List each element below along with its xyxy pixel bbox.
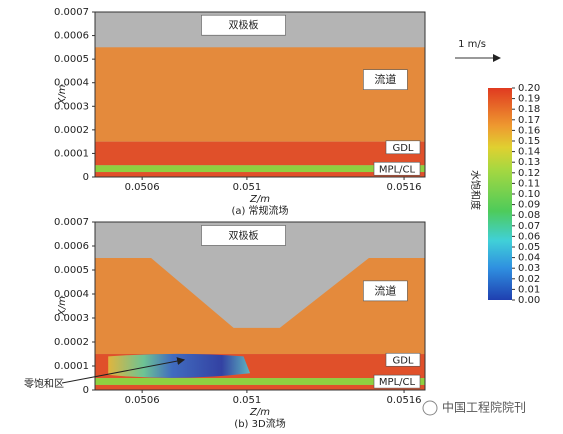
colorbar-tick-label: 0.11 bbox=[518, 178, 540, 189]
x-tick-label: 0.051 bbox=[233, 395, 262, 406]
colorbar-tick-label: 0.08 bbox=[518, 210, 540, 221]
colorbar-tick-label: 0.19 bbox=[518, 94, 540, 105]
colorbar-tick-label: 0.16 bbox=[518, 125, 540, 136]
region-label-box bbox=[373, 374, 421, 389]
y-tick-label: 0 bbox=[83, 385, 89, 396]
colorbar-tick-label: 0.05 bbox=[518, 242, 540, 253]
colorbar-tick-label: 0.12 bbox=[518, 168, 540, 179]
x-tick-label: 0.0506 bbox=[125, 395, 160, 406]
plot-frame bbox=[94, 11, 426, 178]
colorbar-tick-label: 0.01 bbox=[518, 284, 540, 295]
annotation-arrow bbox=[61, 357, 186, 384]
x-axis-label: Z/m bbox=[249, 194, 270, 205]
colorbar-tick-label: 0.15 bbox=[518, 136, 540, 147]
annotation: 零饱和区 bbox=[24, 378, 64, 390]
y-tick-label: 0.0006 bbox=[54, 31, 89, 42]
colorbar-tick-label: 0.20 bbox=[518, 83, 540, 94]
colorbar-tick-label: 0.06 bbox=[518, 231, 540, 242]
scale-arrow-label: 1 m/s bbox=[458, 39, 486, 50]
colorbar-tick-label: 0.14 bbox=[518, 147, 540, 158]
wet-zone bbox=[108, 353, 251, 378]
caption: (a) 常规流场 bbox=[231, 204, 288, 217]
region-label-box bbox=[201, 14, 286, 36]
colorbar-tick-label: 0.07 bbox=[518, 221, 540, 232]
region-label-box bbox=[363, 280, 408, 302]
y-tick-label: 0.0004 bbox=[54, 289, 89, 300]
colorbar-tick-label: 0.18 bbox=[518, 104, 540, 115]
colorbar-tick-label: 0.17 bbox=[518, 115, 540, 126]
catalyst bbox=[95, 172, 425, 177]
channel bbox=[95, 257, 425, 355]
channel bbox=[95, 47, 425, 142]
y-tick-label: 0.0001 bbox=[54, 148, 89, 159]
y-tick-label: 0.0006 bbox=[54, 241, 89, 252]
colorbar-tick-label: 0.04 bbox=[518, 253, 540, 264]
x-tick-label: 0.051 bbox=[233, 182, 262, 193]
y-tick-label: 0.0001 bbox=[54, 361, 89, 372]
region-label: 流道 bbox=[374, 283, 396, 297]
region-label: 双极板 bbox=[229, 19, 259, 32]
region-label-box bbox=[363, 69, 408, 90]
colorbar-tick-label: 0.03 bbox=[518, 263, 540, 274]
region-label-box bbox=[385, 140, 421, 155]
region-label: GDL bbox=[392, 355, 413, 366]
y-tick-label: 0.0003 bbox=[54, 101, 89, 112]
colorbar bbox=[488, 88, 512, 300]
region-label: 双极板 bbox=[229, 229, 259, 242]
region-label-box bbox=[385, 352, 421, 367]
mpl-cl bbox=[95, 165, 425, 173]
gdl bbox=[95, 141, 425, 166]
region-label-box bbox=[373, 161, 421, 176]
region-label: MPL/CL bbox=[379, 377, 416, 388]
colorbar-tick-label: 0.10 bbox=[518, 189, 540, 200]
colorbar-tick-label: 0.13 bbox=[518, 157, 540, 168]
x-tick-label: 0.0506 bbox=[125, 182, 160, 193]
catalyst bbox=[95, 384, 425, 390]
watermark: 中国工程院院刊 bbox=[442, 400, 526, 415]
caption: (b) 3D流场 bbox=[234, 417, 285, 430]
mpl-cl bbox=[95, 378, 425, 385]
y-tick-label: 0.0002 bbox=[54, 125, 89, 136]
x-tick-label: 0.0516 bbox=[387, 182, 422, 193]
region-label-box bbox=[201, 225, 286, 246]
y-tick-label: 0.0005 bbox=[54, 265, 89, 276]
y-tick-label: 0.0004 bbox=[54, 78, 89, 89]
y-axis-label: X/m bbox=[57, 296, 68, 317]
colorbar-tick-label: 0.02 bbox=[518, 274, 540, 285]
y-axis-label: X/m bbox=[57, 84, 68, 105]
watermark-icon bbox=[422, 400, 438, 416]
region-label: GDL bbox=[392, 143, 413, 154]
colorbar-title: 水饱和度 bbox=[469, 170, 482, 210]
y-tick-label: 0.0007 bbox=[54, 217, 89, 228]
y-tick-label: 0 bbox=[83, 172, 89, 183]
y-tick-label: 0.0007 bbox=[54, 7, 89, 18]
y-tick-label: 0.0002 bbox=[54, 337, 89, 348]
region-label: MPL/CL bbox=[379, 164, 416, 175]
y-tick-label: 0.0005 bbox=[54, 54, 89, 65]
colorbar-tick-label: 0.09 bbox=[518, 200, 540, 211]
y-tick-label: 0.0003 bbox=[54, 313, 89, 324]
x-axis-label: Z/m bbox=[249, 407, 270, 418]
colorbar-tick-label: 0.00 bbox=[518, 295, 540, 306]
region-label: 流道 bbox=[374, 72, 396, 86]
x-tick-label: 0.0516 bbox=[387, 395, 422, 406]
plot-frame bbox=[94, 221, 426, 391]
